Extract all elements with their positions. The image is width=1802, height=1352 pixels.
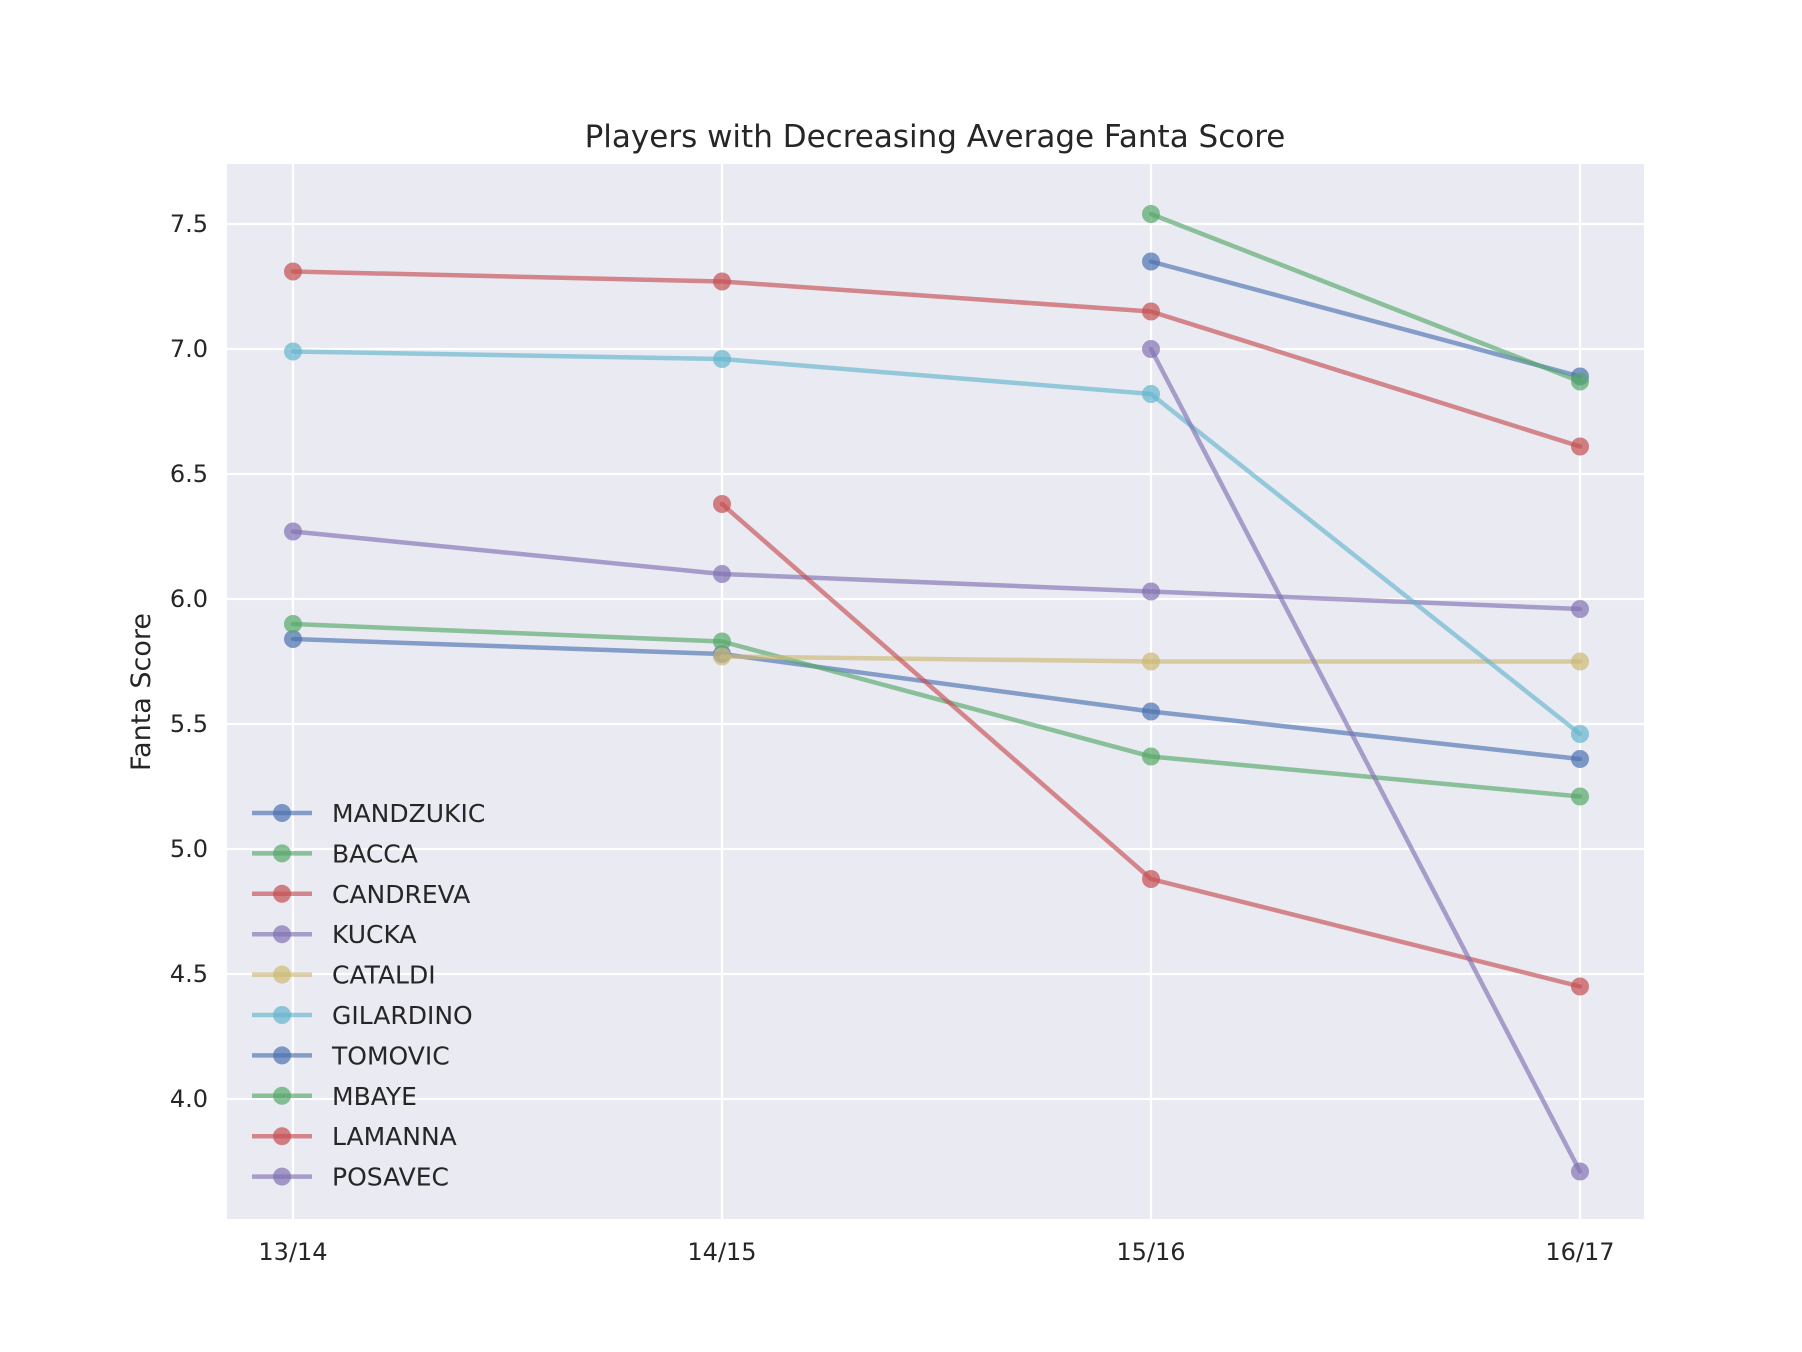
series-line	[290, 349, 1583, 737]
series-kucka	[284, 522, 1589, 618]
legend: MANDZUKIC BACCA CANDREVA KUCKA CATALDI GILARD…	[252, 799, 485, 1192]
data-point	[1571, 652, 1589, 671]
legend-item: BACCA	[252, 839, 418, 868]
data-point	[1142, 702, 1160, 721]
series-line	[290, 269, 1583, 449]
y-tick-label: 7.0	[170, 335, 208, 363]
grid	[227, 164, 1644, 1219]
y-tick-label: 4.5	[170, 960, 208, 988]
y-tick-label: 6.0	[170, 585, 208, 613]
data-point	[284, 615, 302, 633]
data-point	[1142, 652, 1160, 671]
legend-marker	[273, 925, 291, 944]
data-point	[284, 262, 302, 281]
legend-marker	[273, 1167, 291, 1186]
tick-labels: 4.0 4.5 5.0 5.5 6.0 6.5 7.0 7.5 13/14 14/15 15/16 1…	[170, 210, 1615, 1266]
legend-item: CATALDI	[252, 961, 436, 990]
y-tick-label: 4.0	[170, 1085, 208, 1113]
data-point	[713, 565, 731, 583]
series-line	[1148, 346, 1583, 1174]
legend-label: MANDZUKIC	[332, 799, 485, 828]
data-point	[713, 272, 731, 291]
data-point	[284, 522, 302, 541]
series-line	[1148, 259, 1583, 379]
series-bacca	[284, 615, 1589, 806]
x-tick-label: 13/14	[258, 1238, 327, 1266]
legend-marker	[273, 1127, 291, 1146]
data-point	[1571, 372, 1589, 391]
series-line	[290, 621, 1583, 799]
legend-item: CANDREVA	[252, 880, 470, 909]
legend-label: POSAVEC	[332, 1163, 449, 1192]
legend-label: CATALDI	[332, 961, 436, 990]
series-cataldi	[713, 647, 1589, 671]
data-point	[713, 632, 731, 651]
legend-marker	[273, 844, 291, 863]
series-line	[290, 529, 1583, 612]
legend-label: KUCKA	[332, 920, 417, 949]
x-tick-label: 14/15	[687, 1238, 756, 1266]
data-point	[1571, 1162, 1589, 1181]
y-tick-label: 7.5	[170, 210, 208, 238]
y-tick-label: 5.5	[170, 710, 208, 738]
data-point	[1142, 252, 1160, 271]
data-point	[1571, 600, 1589, 618]
series-lamanna	[713, 495, 1589, 996]
y-axis-label: Fanta Score	[126, 613, 157, 771]
legend-item: KUCKA	[252, 920, 417, 949]
legend-marker	[273, 1046, 291, 1065]
series-posavec	[1142, 340, 1589, 1181]
legend-item: MBAYE	[252, 1082, 417, 1111]
legend-label: TOMOVIC	[331, 1041, 450, 1070]
data-point	[1142, 747, 1160, 766]
series-candreva	[284, 262, 1589, 456]
legend-label: BACCA	[332, 839, 418, 868]
legend-item: POSAVEC	[252, 1163, 449, 1192]
data-point	[1571, 787, 1589, 806]
y-tick-label: 5.0	[170, 835, 208, 863]
series-mbaye	[1142, 205, 1589, 391]
legend-marker	[273, 965, 291, 984]
y-tick-label: 6.5	[170, 460, 208, 488]
legend-label: MBAYE	[332, 1082, 417, 1111]
legend-marker	[273, 1086, 291, 1105]
data-point	[1571, 977, 1589, 996]
legend-label: LAMANNA	[332, 1122, 457, 1151]
x-tick-label: 15/16	[1116, 1238, 1185, 1266]
legend-item: LAMANNA	[252, 1122, 457, 1151]
data-point	[1571, 750, 1589, 768]
data-point	[284, 630, 302, 648]
series-line	[290, 636, 1583, 762]
data-point	[1142, 302, 1160, 321]
legend-label: CANDREVA	[332, 880, 470, 909]
data-point	[1142, 340, 1160, 358]
data-point	[1142, 385, 1160, 403]
chart-title: Players with Decreasing Average Fanta Sc…	[585, 119, 1286, 155]
legend-label: GILARDINO	[332, 1001, 473, 1030]
legend-item: MANDZUKIC	[252, 799, 485, 828]
data-point	[1142, 205, 1160, 223]
legend-marker	[273, 884, 291, 903]
series-group	[284, 205, 1589, 1181]
data-point	[1142, 870, 1160, 888]
x-tick-label: 16/17	[1545, 1238, 1614, 1266]
legend-item: GILARDINO	[252, 1001, 473, 1030]
legend-item: TOMOVIC	[252, 1041, 450, 1070]
data-point	[284, 342, 302, 361]
data-point	[713, 350, 731, 368]
data-point	[713, 495, 731, 513]
data-point	[1142, 582, 1160, 601]
data-point	[1571, 437, 1589, 456]
legend-marker	[273, 804, 291, 822]
legend-marker	[273, 1006, 291, 1024]
data-point	[1571, 725, 1589, 743]
data-point	[713, 647, 731, 666]
series-line	[1148, 211, 1583, 384]
series-gilardino	[284, 342, 1589, 743]
